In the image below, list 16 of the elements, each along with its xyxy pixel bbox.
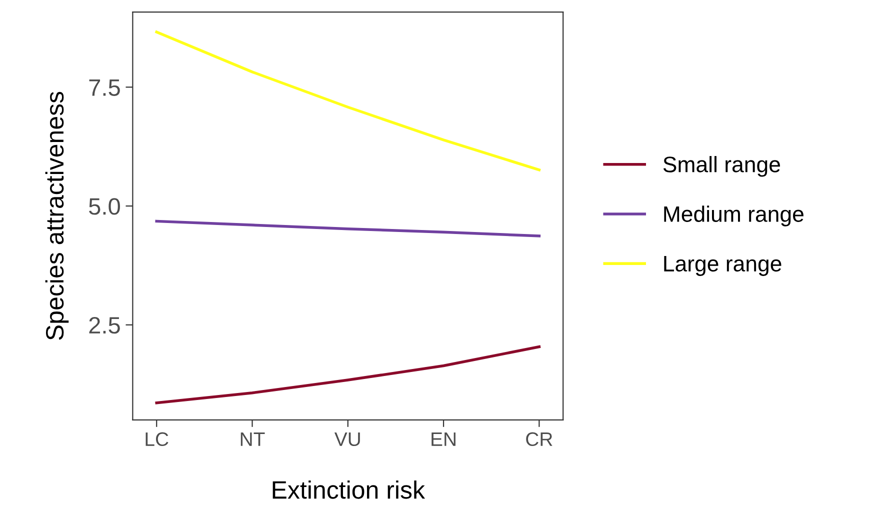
x-tick-label: CR [526,432,552,446]
legend-label: Medium range [664,206,804,226]
y-axis-title: Species attractiveness [45,92,69,340]
x-tick-label: LC [146,432,168,446]
x-tick-label: NT [240,432,265,446]
x-tick-label: EN [432,432,456,446]
y-tick-label: 5.0 [89,198,120,215]
line-series [155,345,541,404]
y-tick-label: 2.5 [89,316,120,334]
y-tick-label: 7.5 [89,79,120,96]
legend-label: Small range [663,156,780,177]
x-axis-title: Extinction risk [272,480,426,499]
line-series [155,30,541,172]
x-tick-label: VU [334,432,360,446]
legend-label: Large range [664,256,782,276]
line-series [155,220,541,238]
